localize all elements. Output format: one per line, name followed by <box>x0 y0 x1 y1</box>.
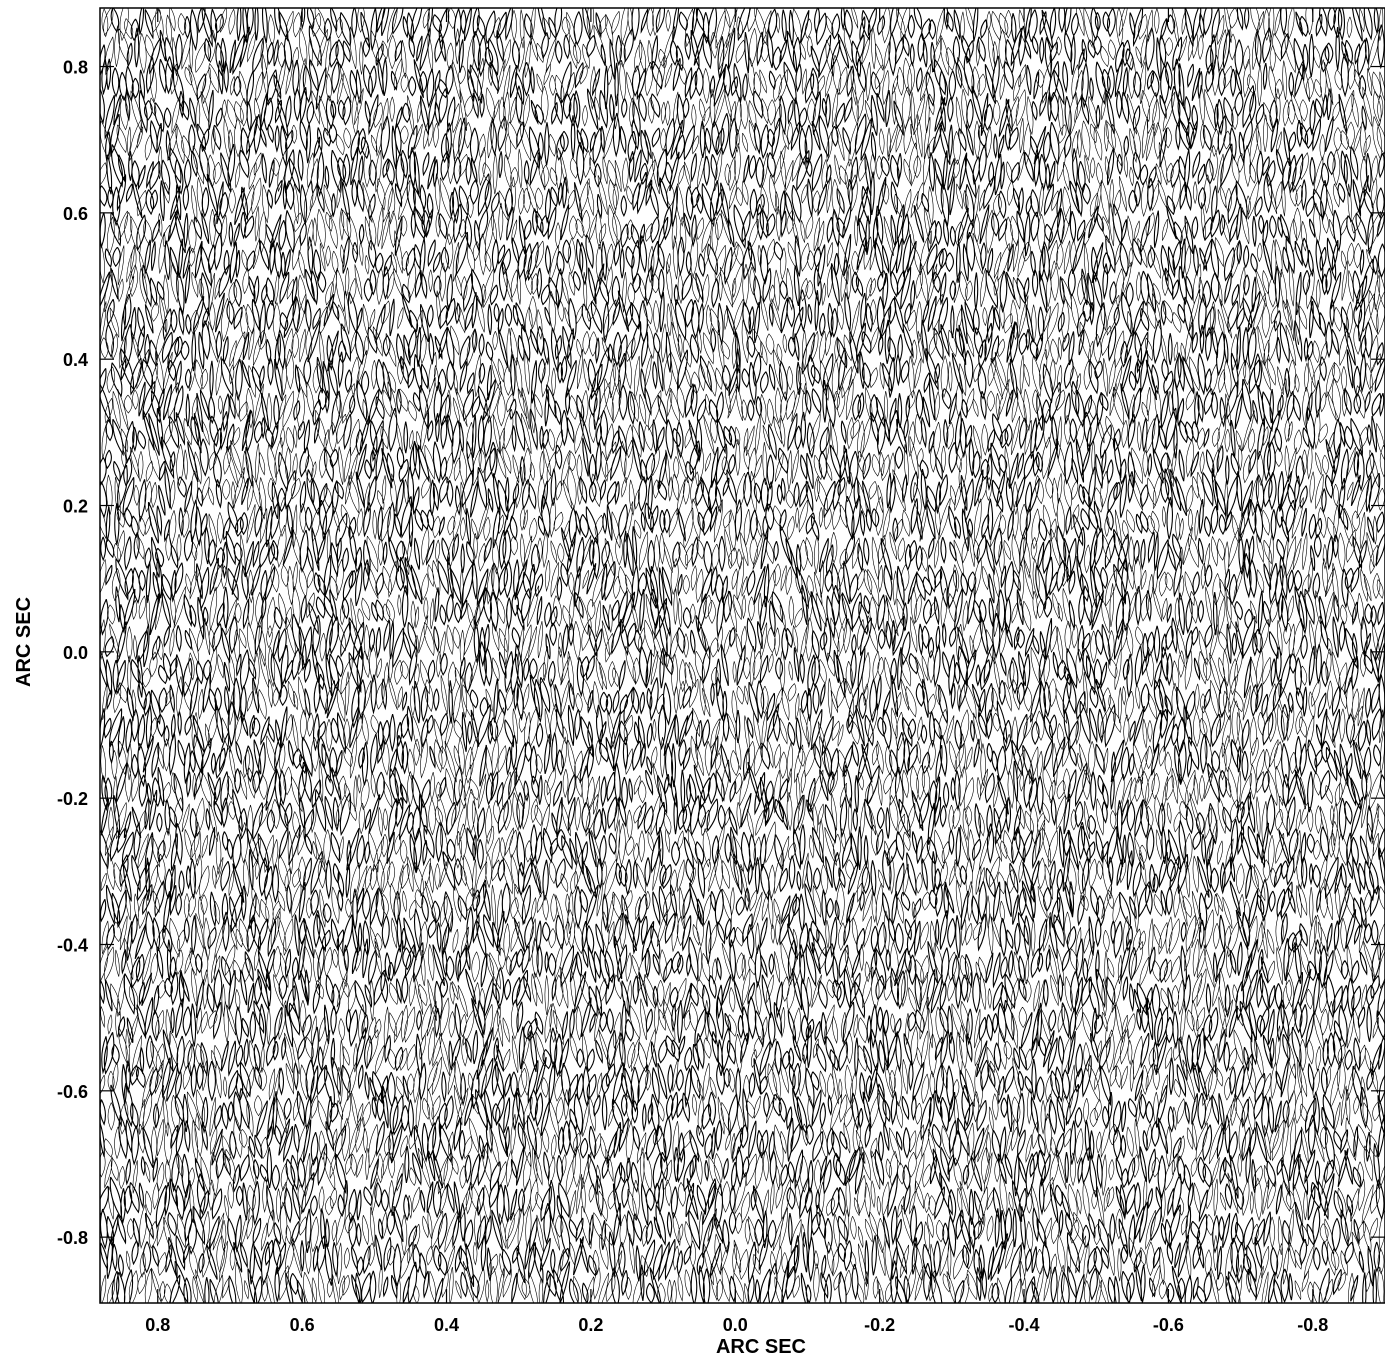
x-tick-label: 0.4 <box>434 1315 459 1335</box>
y-tick-label: -0.2 <box>57 789 88 809</box>
y-tick-label: 0.8 <box>63 58 88 78</box>
x-tick-label: 0.8 <box>145 1315 170 1335</box>
x-tick-label: -0.6 <box>1153 1315 1184 1335</box>
x-tick-label: -0.8 <box>1297 1315 1328 1335</box>
y-tick-label: -0.8 <box>57 1228 88 1248</box>
y-axis-label: ARC SEC <box>13 597 35 687</box>
x-tick-label: 0.2 <box>578 1315 603 1335</box>
contour-path-set <box>100 8 1385 1303</box>
x-tick-label: 0.0 <box>723 1315 748 1335</box>
y-tick-label: 0.6 <box>63 204 88 224</box>
x-axis-ticks: 0.8 0.6 0.4 0.2 0.0 -0.2 -0.4 -0.6 -0.8 <box>145 8 1328 1335</box>
y-tick-label: -0.6 <box>57 1082 88 1102</box>
y-axis-ticks: 0.8 0.6 0.4 0.2 0.0 -0.2 -0.4 -0.6 -0.8 <box>57 58 1385 1248</box>
x-tick-label: -0.2 <box>864 1315 895 1335</box>
plot-frame <box>99 7 1385 1304</box>
x-tick-label: 0.6 <box>290 1315 315 1335</box>
y-tick-label: 0.0 <box>63 643 88 663</box>
x-axis-label: ARC SEC <box>716 1336 806 1358</box>
y-tick-label: 0.4 <box>63 350 88 370</box>
y-tick-label: -0.4 <box>57 935 88 955</box>
y-tick-label: 0.2 <box>63 497 88 517</box>
x-tick-label: -0.4 <box>1009 1315 1040 1335</box>
